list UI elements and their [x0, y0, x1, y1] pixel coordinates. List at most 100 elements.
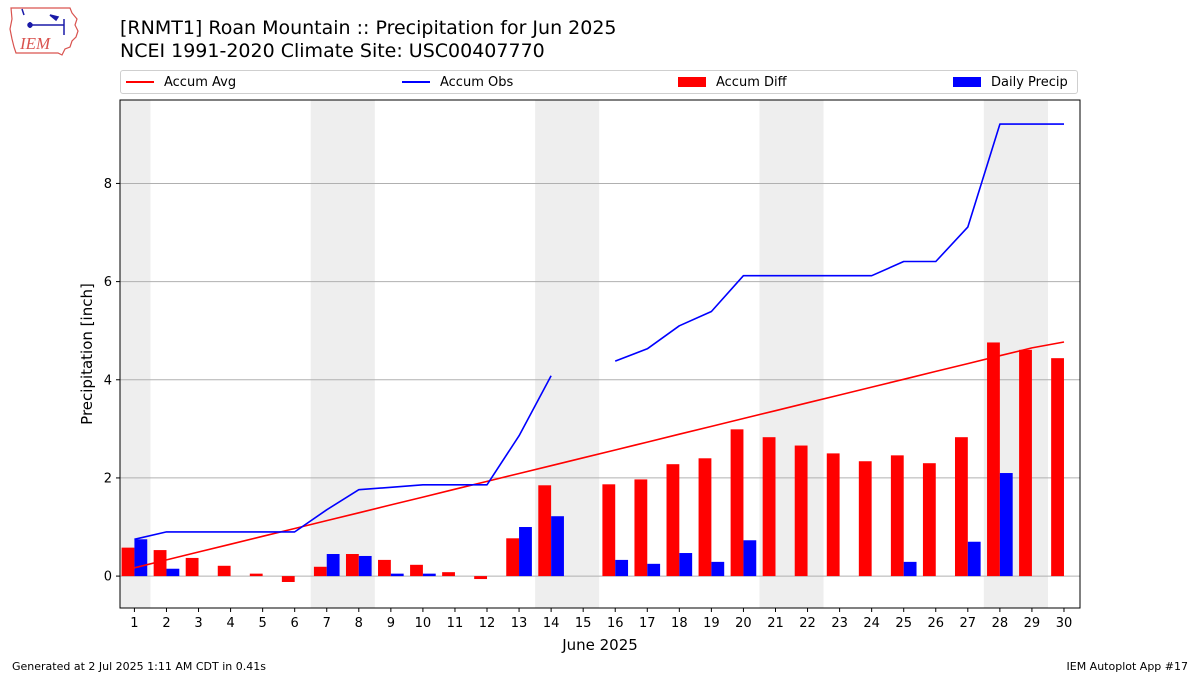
accum-diff-bar — [313, 566, 327, 577]
y-tick-label: 8 — [104, 177, 112, 192]
daily-precip-bar — [647, 563, 661, 577]
daily-precip-bar — [519, 527, 532, 577]
accum-diff-bar — [442, 572, 455, 577]
daily-precip-bar — [326, 554, 340, 577]
iowa-outline-icon — [9, 7, 79, 56]
accum-diff-bar — [249, 573, 263, 577]
daily-precip-bar — [999, 473, 1013, 577]
legend-swatch-accum-obs — [402, 80, 430, 83]
legend-label-accum-diff: Accum Diff — [716, 75, 787, 90]
accum-diff-bar — [602, 484, 616, 577]
x-tick-label: 1 — [130, 616, 138, 631]
x-tick-label: 10 — [415, 616, 432, 631]
x-tick-label: 16 — [607, 616, 624, 631]
x-tick-label: 14 — [543, 616, 560, 631]
weekend-shade-band — [120, 100, 151, 608]
x-tick-label: 12 — [479, 616, 496, 631]
accum-diff-bar — [410, 564, 423, 577]
accum-diff-bar — [858, 461, 872, 577]
legend-label-accum-avg: Accum Avg — [164, 75, 237, 90]
accum-diff-bar — [987, 342, 1000, 577]
accum-avg-line — [134, 341, 1065, 569]
y-tick-label: 6 — [104, 275, 112, 290]
y-axis: 0 2 4 6 8 — [104, 177, 120, 585]
x-tick-label: 11 — [447, 616, 464, 631]
accum-diff-bar — [826, 453, 840, 577]
x-tick-label: 3 — [194, 616, 202, 631]
x-tick-label: 26 — [927, 616, 944, 631]
accum-diff-bar — [762, 437, 776, 577]
plot-frame — [119, 99, 1081, 609]
y-axis-label: Precipitation [inch] — [78, 283, 96, 425]
daily-precip-bar — [551, 516, 564, 577]
accum-diff-bar — [698, 458, 712, 577]
x-tick-label: 5 — [258, 616, 266, 631]
x-tick-label: 17 — [639, 616, 656, 631]
y-tick-label: 0 — [104, 570, 112, 585]
daily-precip-bar — [166, 568, 180, 577]
legend-swatch-daily-precip — [953, 76, 981, 87]
x-tick-label: 4 — [226, 616, 234, 631]
chart-title: [RNMT1] Roan Mountain :: Precipitation f… — [120, 17, 617, 39]
chart-subtitle: NCEI 1991-2020 Climate Site: USC00407770 — [120, 40, 545, 62]
x-tick-label: 21 — [767, 616, 784, 631]
accum-diff-bar — [153, 550, 167, 577]
accum-diff-bar — [538, 485, 552, 577]
weekend-shade-band — [310, 100, 375, 608]
accum-diff-bar — [634, 479, 648, 577]
daily-precip-bar — [903, 561, 917, 577]
x-axis: 1 2 3 4 5 6 7 8 9 10 11 12 13 14 15 16 17 18 19 20 21 22 23 24 2… — [130, 608, 1072, 631]
accum-diff-bar — [730, 429, 744, 577]
daily-precip-bar — [422, 573, 436, 577]
daily-precip-bar — [679, 553, 693, 577]
weather-station-icon — [21, 8, 65, 35]
y-tick-label: 4 — [104, 373, 112, 388]
iem-logo: IEM — [9, 7, 79, 56]
accum-obs-line — [134, 375, 552, 541]
accum-diff-bar — [922, 463, 936, 577]
x-tick-label: 7 — [323, 616, 331, 631]
daily-precip-bar — [967, 541, 981, 577]
accum-diff-bar — [1019, 349, 1032, 577]
legend-item-accum-obs: Accum Obs — [402, 74, 513, 91]
accum-diff-bar — [666, 464, 680, 577]
accum-diff-bar — [378, 559, 391, 577]
x-tick-label: 25 — [895, 616, 912, 631]
legend-label-daily-precip: Daily Precip — [991, 75, 1068, 90]
x-tick-label: 23 — [831, 616, 848, 631]
bars — [121, 342, 1064, 582]
accum-obs-line — [614, 123, 1064, 362]
accum-diff-bar — [345, 554, 359, 577]
daily-precip-bar — [711, 561, 725, 577]
x-tick-label: 18 — [671, 616, 688, 631]
x-tick-label: 29 — [1024, 616, 1041, 631]
accum-diff-bar — [281, 576, 295, 582]
x-tick-label: 6 — [291, 616, 299, 631]
x-tick-label: 15 — [575, 616, 592, 631]
x-tick-label: 20 — [735, 616, 752, 631]
accum-diff-bar — [121, 547, 135, 577]
x-tick-label: 28 — [992, 616, 1009, 631]
accum-diff-bar — [890, 455, 904, 577]
app-credit: IEM Autoplot App #17 — [1066, 660, 1189, 673]
daily-precip-bar — [390, 573, 404, 577]
x-tick-label: 13 — [511, 616, 528, 631]
legend-label-accum-obs: Accum Obs — [440, 75, 514, 90]
x-axis-label: June 2025 — [561, 636, 638, 654]
x-tick-label: 27 — [960, 616, 977, 631]
chart-legend: Accum Avg Accum Obs Accum Diff Daily Pre… — [120, 70, 1078, 94]
daily-precip-bar — [134, 539, 148, 577]
legend-item-accum-avg: Accum Avg — [126, 74, 236, 91]
accum-diff-bar — [217, 565, 231, 577]
accum-diff-bar — [1051, 358, 1064, 577]
legend-swatch-accum-avg — [126, 80, 154, 83]
x-tick-label: 9 — [387, 616, 395, 631]
logo-text: IEM — [19, 34, 51, 53]
y-tick-label: 2 — [104, 471, 112, 486]
daily-precip-bar — [743, 540, 757, 577]
x-tick-label: 30 — [1056, 616, 1073, 631]
accum-diff-bar — [954, 437, 968, 577]
x-tick-label: 2 — [162, 616, 170, 631]
accum-diff-bar — [185, 557, 199, 577]
